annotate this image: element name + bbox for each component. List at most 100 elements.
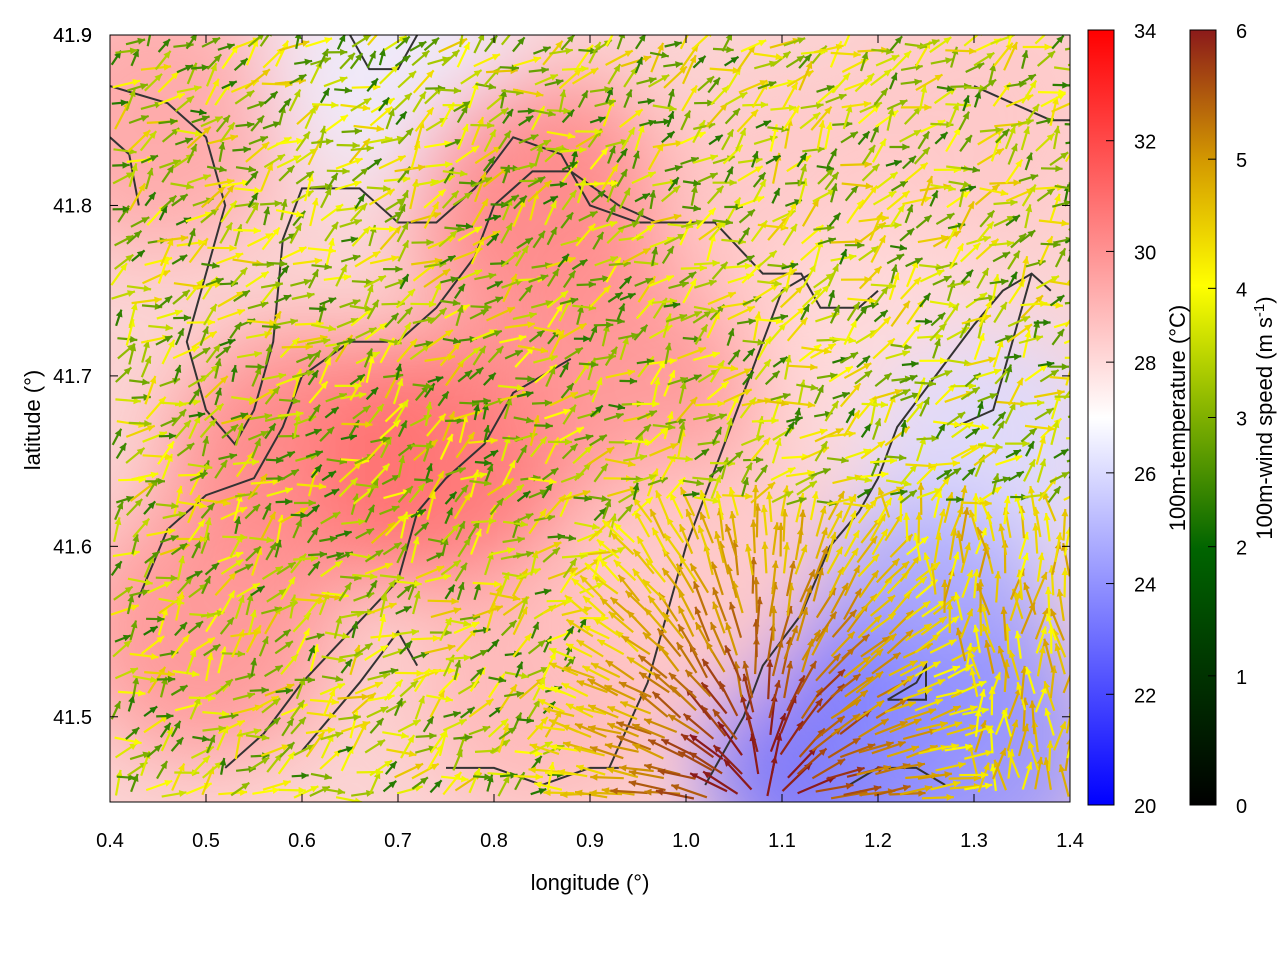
wind-arrow [977,762,990,793]
wind-arrow-head [549,719,558,726]
wind-arrow-head [713,745,722,753]
wind-arrow [161,790,187,798]
wind-arrow [279,741,296,758]
wind-arrow-head [310,786,319,793]
wind-arrow-head [317,731,325,740]
wind-arrow-head [964,743,973,751]
wind-arrow-head [482,725,491,733]
wind-arrow-head [236,720,245,727]
wind-arrow-head [218,725,226,733]
wind-arrow-head [429,732,437,740]
wind-arrow [1058,764,1070,797]
wind-arrow [1034,756,1044,790]
wind-arrow-head [1027,741,1035,749]
contour-7 [704,272,1052,786]
wind-arrow [677,750,713,772]
wind-arrow [526,716,549,741]
wind-arrow [935,761,966,772]
wind-arrow-head [576,764,585,772]
wind-arrow [156,760,169,780]
wind-arrow [886,745,920,758]
wind-arrow-head [1072,688,1079,696]
wind-arrow-head [420,777,428,785]
wind-arrow [574,789,608,799]
wind-arrow-head [775,733,783,741]
wind-arrow [237,728,262,737]
wind-arrow [397,719,422,733]
wind-arrow-head [952,780,961,788]
wind-arrow [628,769,665,780]
wind-arrow [631,723,666,739]
wind-arrow [369,759,393,777]
wind-arrow [533,781,563,791]
wind-arrow [337,746,355,754]
wind-arrow [159,722,172,738]
wind-arrow [573,746,605,757]
wind-arrow-head [501,739,510,747]
wind-arrow-head [574,746,582,753]
wind-arrow-head [657,768,666,776]
wind-arrow-head [604,742,613,750]
wind-arrow [160,726,174,752]
wind-arrow-head [540,716,548,725]
wind-arrow [575,764,606,776]
wind-arrow-head [616,735,625,742]
wind-arrow-head [549,743,558,751]
wind-arrow [386,748,417,758]
wind-arrow [1027,740,1040,771]
wind-arrow-head [205,746,214,754]
wind-arrow-head [1066,738,1070,745]
wind-arrow-head [981,771,989,779]
wind-arrow-head [1025,762,1033,771]
wind-arrow-head [534,755,542,764]
wind-arrow-head [1058,764,1066,773]
wind-arrow-head [412,720,421,727]
wind-arrow-head [548,762,556,770]
wind-arrow [1053,721,1067,751]
wind-arrow-head [983,762,990,771]
wind-arrow-head [644,718,653,725]
wind-arrow-head [911,745,920,753]
wind-arrow [335,796,363,802]
wind-arrow-head [129,743,138,750]
wind-arrow [429,779,443,794]
wind-arrow [310,772,333,781]
wind-arrow-head [852,738,861,745]
wind-arrow-head [377,739,385,747]
wind-arrow-head [401,732,409,739]
wind-arrow [987,725,995,754]
wind-arrow-head [1075,302,1082,310]
temperature-sample-7 [844,35,1070,251]
wind-arrow-head [500,718,509,727]
wind-arrow [473,773,492,781]
plot-area [110,35,1086,802]
wind-arrow-head [1070,732,1077,740]
wind-arrow [192,735,210,743]
wind-arrow [281,717,295,737]
wind-arrow [815,782,854,793]
wind-arrow-head [644,763,653,771]
wind-arrow [1066,732,1077,759]
wind-arrow-head [973,774,981,782]
wind-arrow-head [241,782,250,790]
wind-arrow [411,776,429,790]
wind-arrow-head [610,787,618,795]
wind-arrow [264,716,282,732]
wind-arrow [670,784,708,799]
wind-arrow [796,747,828,776]
wind-arrow [530,788,547,796]
wind-arrow-head [671,784,680,791]
wind-arrow [660,738,697,758]
wind-arrow-head [1078,455,1086,462]
wind-arrow [589,746,624,760]
wind-arrow [964,782,993,791]
wind-arrow [290,716,307,735]
wind-arrow-head [239,789,248,797]
wind-arrow [1006,719,1019,752]
wind-arrow-head [458,719,467,726]
wind-arrow [574,722,607,738]
wind-arrow [827,737,861,759]
wind-arrow-head [163,722,171,731]
wind-arrow-head [1072,380,1079,388]
wind-arrow-head [1007,750,1015,759]
